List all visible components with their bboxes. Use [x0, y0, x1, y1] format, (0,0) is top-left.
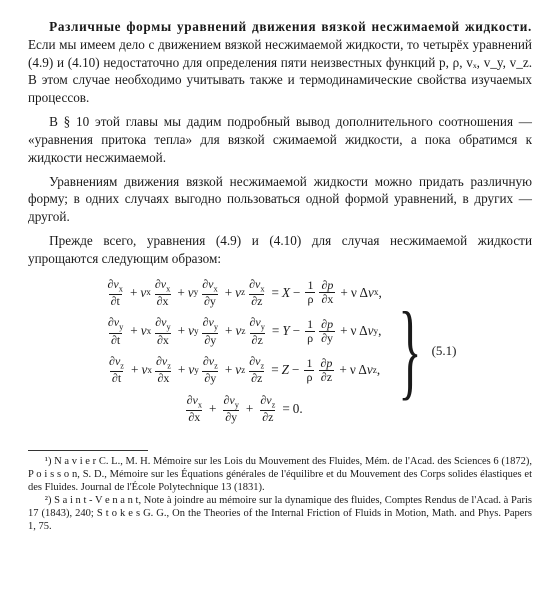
- para-3: Уравнениям движения вязкой несжимаемой ж…: [28, 173, 532, 226]
- fn1-text: N a v i e r C. L., M. H. Mémoire sur les…: [28, 456, 532, 493]
- equation-number: (5.1): [432, 342, 457, 360]
- fn1-mark: ¹): [45, 456, 52, 467]
- equation-line-x: ∂vx∂t+vx∂vx∂x+vy∂vx∂y+vz∂vx∂z=X−1ρ∂p∂x+ν…: [103, 278, 381, 308]
- equation-line-y: ∂vy∂t+vx∂vy∂x+vy∂vy∂y+vz∂vy∂z=Y−1ρ∂p∂y+ν…: [103, 316, 381, 346]
- fn2-text: S a i n t - V e n a n t, Note à joindre …: [28, 495, 532, 532]
- para-2: В § 10 этой главы мы дадим подробный выв…: [28, 113, 532, 166]
- footnotes-body: ¹) N a v i e r C. L., M. H. Mémoire sur …: [28, 455, 532, 534]
- fn2-mark: ²): [45, 495, 52, 506]
- para-1: Различные формы уравнений движения вязко…: [28, 18, 532, 107]
- footnote-2: ²) S a i n t - V e n a n t, Note à joind…: [28, 494, 532, 533]
- equation-continuity: ∂vx∂x+∂vy∂y+∂vz∂z=0.: [103, 394, 381, 424]
- para-1-rest: Если мы имеем дело с движением вязкой не…: [28, 37, 532, 105]
- footnote-1: ¹) N a v i e r C. L., M. H. Mémoire sur …: [28, 455, 532, 494]
- footnote-rule: [28, 450, 148, 451]
- right-brace: }: [398, 297, 421, 405]
- equation-line-z: ∂vz∂t+vx∂vz∂x+vy∂vz∂y+vz∂vz∂z=Z−1ρ∂p∂z+ν…: [103, 355, 381, 385]
- para-4: Прежде всего, уравнения (4.9) и (4.10) д…: [28, 232, 532, 268]
- equation-block: ∂vx∂t+vx∂vx∂x+vy∂vx∂y+vz∂vx∂z=X−1ρ∂p∂x+ν…: [28, 278, 532, 424]
- para-1-lead: Различные формы уравнений движения вязко…: [49, 19, 532, 34]
- equation-lines: ∂vx∂t+vx∂vx∂x+vy∂vx∂y+vz∂vx∂z=X−1ρ∂p∂x+ν…: [103, 278, 381, 424]
